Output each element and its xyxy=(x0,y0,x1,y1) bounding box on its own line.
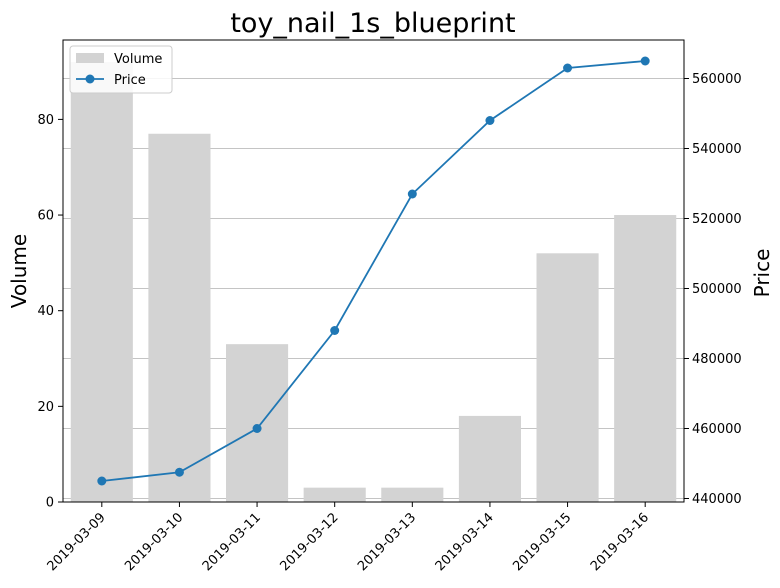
legend-swatch-volume xyxy=(76,53,104,63)
plot-frame xyxy=(62,39,685,503)
price-point-2019-03-09 xyxy=(97,476,107,486)
right-axis-label: Price xyxy=(750,249,774,298)
price-point-2019-03-10 xyxy=(174,467,184,477)
price-point-2019-03-14 xyxy=(485,116,495,125)
left-tick-label-20: 20 xyxy=(37,400,54,415)
price-point-2019-03-11 xyxy=(252,424,262,433)
legend-swatch-price-marker xyxy=(85,74,95,84)
left-axis-ticks: 0 20 40 60 80 xyxy=(37,113,63,511)
volume-bars xyxy=(70,62,677,503)
left-tick-label-0: 0 xyxy=(46,496,54,511)
volume-bar-2019-03-14 xyxy=(458,415,521,502)
right-axis-ticks: 440000 460000 480000 500000 520000 540000 5600… xyxy=(684,72,742,507)
left-axis-label: Volume xyxy=(7,234,31,308)
price-point-2019-03-15 xyxy=(563,63,573,73)
right-tick-label-540000: 540000 xyxy=(692,142,742,157)
right-tick-label-480000: 480000 xyxy=(692,352,742,367)
right-tick-label-520000: 520000 xyxy=(692,212,742,227)
chart-title: toy_nail_1s_blueprint xyxy=(230,8,515,39)
right-tick-label-460000: 460000 xyxy=(692,422,742,437)
legend: Volume Price xyxy=(69,45,173,94)
legend-label-price: Price xyxy=(114,73,146,88)
price-series-line xyxy=(101,60,646,482)
right-tick-label-500000: 500000 xyxy=(692,282,742,297)
volume-bar-2019-03-12 xyxy=(303,487,366,502)
volume-bar-2019-03-15 xyxy=(536,253,599,502)
price-line xyxy=(97,56,650,486)
legend-label-volume: Volume xyxy=(114,52,162,67)
volume-bar-2019-03-16 xyxy=(614,215,677,503)
volume-bar-2019-03-09 xyxy=(70,62,133,502)
left-tick-label-80: 80 xyxy=(37,113,54,128)
price-point-2019-03-13 xyxy=(407,189,417,199)
price-point-2019-03-12 xyxy=(330,326,340,335)
volume-bar-2019-03-13 xyxy=(381,487,444,502)
right-tick-label-560000: 560000 xyxy=(692,72,742,87)
volume-bar-2019-03-10 xyxy=(148,133,211,502)
volume-bar-2019-03-11 xyxy=(226,344,289,502)
right-tick-label-440000: 440000 xyxy=(692,492,742,507)
price-point-2019-03-16 xyxy=(640,56,650,66)
left-tick-label-40: 40 xyxy=(37,304,54,319)
left-tick-label-60: 60 xyxy=(37,209,54,224)
